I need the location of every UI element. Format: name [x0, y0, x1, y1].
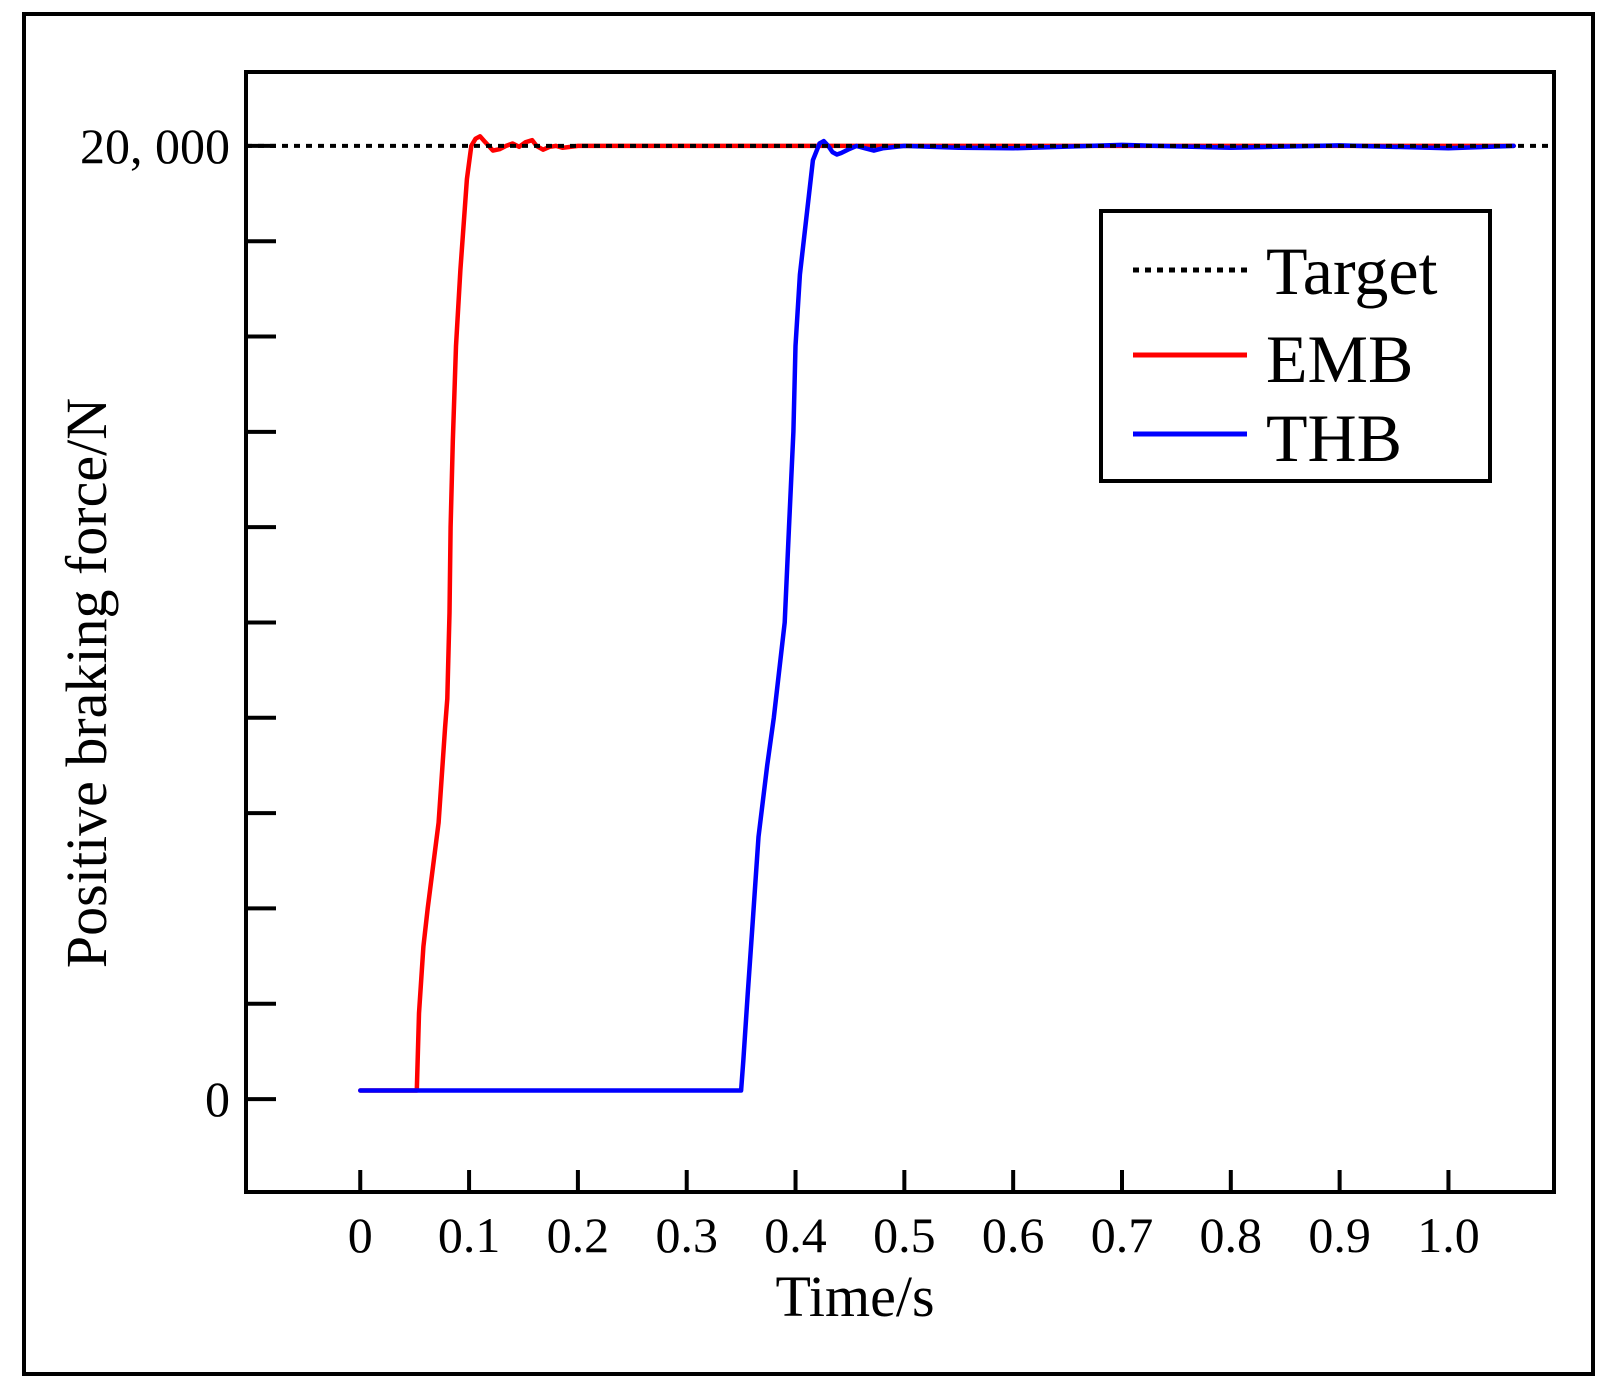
x-tick-label: 0.1: [438, 1207, 501, 1263]
x-tick-label: 0.7: [1091, 1207, 1154, 1263]
x-tick-label: 0: [348, 1207, 373, 1263]
x-tick-label: 0.3: [655, 1207, 718, 1263]
y-tick-label: 20, 000: [80, 118, 230, 174]
series-line-emb: [358, 134, 1516, 1093]
x-tick-label: 0.2: [547, 1207, 610, 1263]
x-tick-label: 0.8: [1200, 1207, 1263, 1263]
legend-label-thb: THB: [1266, 400, 1402, 476]
legend-label-target: Target: [1266, 233, 1438, 309]
y-tick-label: 0: [205, 1071, 230, 1127]
plot-area: [244, 70, 1556, 1194]
y-axis-title: Positive braking force/N: [54, 398, 119, 968]
x-axis-title: Time/s: [775, 1264, 934, 1329]
x-tick-label: 0.4: [764, 1207, 827, 1263]
legend-label-emb: EMB: [1266, 321, 1413, 397]
x-tick-label: 0.6: [982, 1207, 1045, 1263]
x-tick-label: 0.5: [873, 1207, 936, 1263]
x-tick-label: 0.9: [1308, 1207, 1371, 1263]
series-lines: [246, 134, 1554, 1093]
outer-frame: [22, 12, 1595, 1376]
axis-ticks: 0 0.1 0.2 0.3 0.4 0.5 0.6 0.7 0.8 0.9 1.0 0 20, 000: [80, 118, 1480, 1263]
series-line-thb: [358, 138, 1516, 1093]
legend: Target EMB THB: [1099, 209, 1492, 483]
x-tick-label: 1.0: [1417, 1207, 1480, 1263]
